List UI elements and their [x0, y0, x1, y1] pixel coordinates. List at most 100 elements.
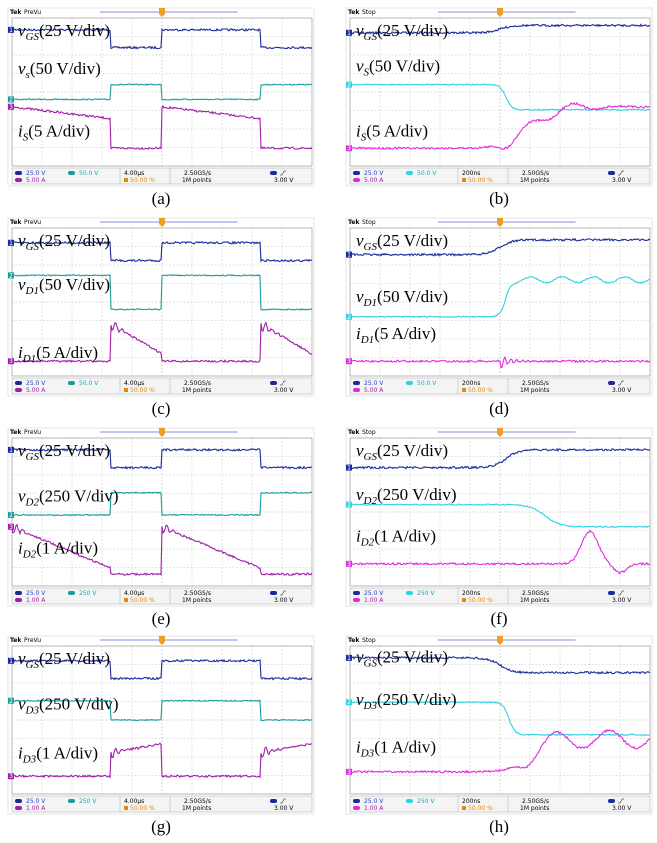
scope-brand: Tek — [10, 637, 22, 644]
caption: (a) — [152, 189, 171, 208]
position-icon — [124, 178, 128, 182]
trace-label: vs(50 V/div) — [18, 59, 101, 81]
readout-rate: 2.50GS/s — [184, 590, 211, 597]
readout-rate: 2.50GS/s — [522, 380, 549, 387]
channel-number: 1 — [347, 465, 351, 472]
caption: (b) — [489, 189, 509, 208]
readout-badge — [353, 799, 360, 803]
label-subscript: GS — [26, 451, 40, 463]
readout-level: 3.00 V — [612, 805, 632, 812]
label-subscript: D2 — [25, 497, 40, 509]
readout-time: 200ns — [462, 798, 480, 805]
readout-badge — [406, 799, 413, 803]
label-subscript: D2 — [22, 548, 37, 560]
readout-badge — [15, 178, 22, 182]
readout-badge — [608, 591, 615, 595]
readout-ch3: 5.00 A — [26, 177, 46, 184]
readout-bar — [12, 588, 312, 604]
label-subscript: GS — [26, 241, 40, 253]
readout-bar — [350, 378, 650, 394]
readout-ch3: 5.00 A — [26, 387, 46, 394]
caption: (h) — [489, 817, 509, 836]
label-scale: (1 A/div) — [374, 527, 436, 546]
readout-badge — [15, 598, 22, 602]
readout-time: 4.00µs — [124, 798, 144, 805]
trace-label: iS(5 A/div) — [356, 121, 428, 143]
label-scale: (25 V/div) — [39, 649, 110, 668]
label-scale: (50 V/div) — [30, 59, 101, 78]
readout-position: 50.00 % — [130, 805, 155, 812]
readout-level: 3.00 V — [274, 597, 294, 604]
label-scale: (5 A/div) — [36, 343, 98, 362]
channel-number: 3 — [9, 773, 13, 780]
channel-number: 2 — [9, 272, 13, 279]
readout-time: 4.00µs — [124, 170, 144, 177]
readout-badge — [353, 598, 360, 602]
label-scale: (5 A/div) — [366, 121, 428, 140]
label-subscript: D3 — [25, 705, 40, 717]
channel-number: 1 — [347, 30, 351, 37]
scope-brand: Tek — [10, 429, 22, 436]
scope-status: Stop — [362, 9, 376, 16]
channel-number: 1 — [347, 655, 351, 662]
caption: (d) — [489, 399, 509, 418]
label-subscript: GS — [26, 659, 40, 671]
label-scale: (1 A/div) — [36, 538, 98, 557]
scope-brand: Tek — [348, 637, 360, 644]
readout-badge — [15, 388, 22, 392]
channel-number: 2 — [9, 698, 13, 705]
position-icon — [462, 178, 466, 182]
position-icon — [124, 598, 128, 602]
label-subscript: GS — [364, 241, 378, 253]
scope-panel: TekPreVu123vGS(25 V/div)vD1(50 V/div)iD1… — [8, 218, 314, 418]
scope-brand: Tek — [348, 9, 360, 16]
channel-number: 2 — [347, 314, 351, 321]
readout-position: 50.00 % — [468, 597, 493, 604]
caption: (e) — [152, 609, 171, 628]
readout-bar — [350, 796, 650, 812]
readout-rate: 2.50GS/s — [522, 170, 549, 177]
channel-number: 3 — [347, 358, 351, 365]
label-scale: (25 V/div) — [39, 21, 110, 40]
channel-number: 1 — [347, 252, 351, 259]
readout-ch3: 1.00 A — [26, 805, 46, 812]
channel-number: 1 — [9, 658, 13, 665]
scope-brand: Tek — [10, 219, 22, 226]
scope-status: Stop — [362, 429, 376, 436]
readout-ch1: 25.0 V — [364, 380, 384, 387]
readout-level: 3.00 V — [274, 387, 294, 394]
label-scale: (250 V/div) — [39, 487, 119, 506]
channel-number: 3 — [347, 769, 351, 776]
caption: (f) — [491, 609, 508, 628]
scope-status: PreVu — [24, 219, 41, 226]
readout-points: 1M points — [520, 177, 549, 184]
readout-ch2: 250 V — [79, 798, 97, 805]
readout-ch2: 50.0 V — [417, 170, 437, 177]
readout-badge — [15, 381, 22, 385]
readout-badge — [608, 381, 615, 385]
readout-badge — [270, 171, 277, 175]
label-subscript: D1 — [360, 334, 374, 346]
readout-badge — [68, 591, 75, 595]
channel-number: 1 — [9, 447, 13, 454]
readout-badge — [15, 806, 22, 810]
channel-number: 3 — [347, 145, 351, 152]
label-subscript: D2 — [363, 495, 378, 507]
label-subscript: D2 — [360, 537, 375, 549]
readout-ch2: 250 V — [79, 590, 97, 597]
readout-ch3: 1.00 A — [364, 597, 384, 604]
readout-bar — [12, 378, 312, 394]
readout-badge — [406, 171, 413, 175]
position-icon — [124, 806, 128, 810]
readout-ch1: 25.0 V — [364, 170, 384, 177]
readout-ch1: 25.0 V — [26, 798, 46, 805]
readout-position: 50.00 % — [130, 177, 155, 184]
readout-points: 1M points — [182, 387, 211, 394]
scope-status: Stop — [362, 219, 376, 226]
caption: (g) — [151, 817, 171, 836]
channel-number: 3 — [347, 561, 351, 568]
label-scale: (25 V/div) — [377, 441, 448, 460]
readout-badge — [15, 171, 22, 175]
label-scale: (250 V/div) — [377, 690, 457, 709]
